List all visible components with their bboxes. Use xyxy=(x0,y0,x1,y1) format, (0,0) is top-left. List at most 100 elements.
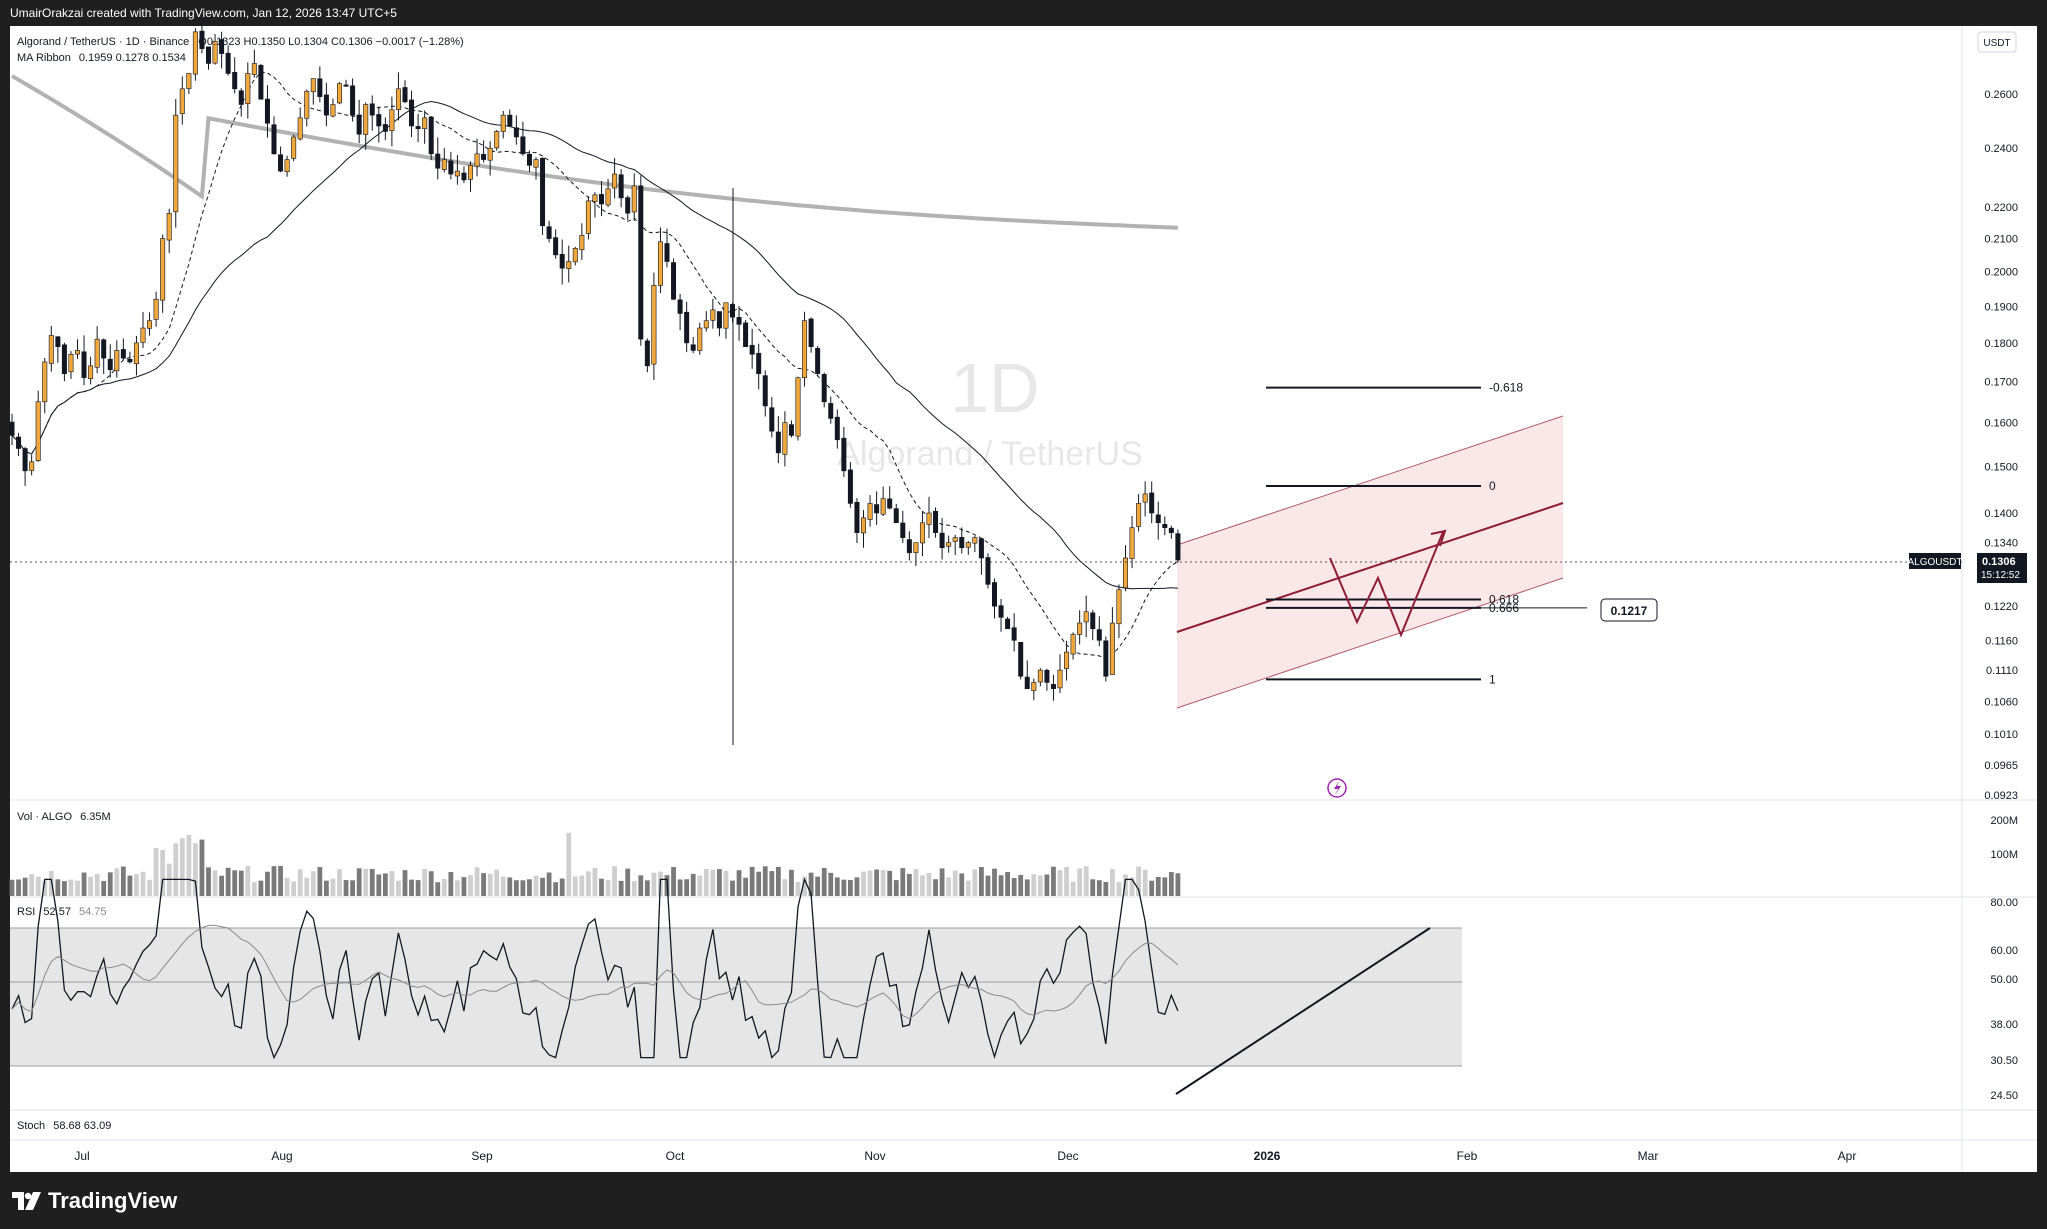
candle xyxy=(343,79,349,87)
candle xyxy=(657,227,663,293)
countdown-text: 15:12:52 xyxy=(1981,570,2020,581)
candle-body xyxy=(284,159,290,173)
volume-bar xyxy=(795,881,801,896)
candle xyxy=(847,462,853,508)
candle-body xyxy=(304,91,310,119)
volume-bar xyxy=(1116,881,1122,896)
candle-body xyxy=(841,437,847,472)
volume-bar xyxy=(396,880,401,896)
volume-bar xyxy=(186,834,192,896)
candle-body xyxy=(61,344,67,374)
candle-body xyxy=(991,582,997,607)
candle-body xyxy=(428,116,434,155)
volume-bar xyxy=(821,868,827,896)
svg-text:Algorand / TetherUS · 1D · Bin: Algorand / TetherUS · 1D · Binance O0.13… xyxy=(17,36,464,48)
volume-bar xyxy=(893,880,899,896)
volume-bar xyxy=(1149,880,1155,896)
candle xyxy=(710,298,716,329)
fib-label: 1 xyxy=(1489,672,1496,686)
volume-bar xyxy=(232,870,238,896)
candle-body xyxy=(114,350,120,372)
candle xyxy=(297,107,303,141)
candle-body xyxy=(769,407,775,432)
volume-bar xyxy=(271,866,277,896)
candle-body xyxy=(716,311,722,329)
volume-bar xyxy=(291,881,297,896)
candle xyxy=(651,272,657,380)
candle-body xyxy=(1090,612,1096,630)
tradingview-brand[interactable]: TradingView xyxy=(12,1188,177,1214)
candle-body xyxy=(356,114,362,135)
candle-body xyxy=(474,153,480,167)
candle-body xyxy=(133,342,139,365)
currency-badge[interactable] xyxy=(1977,31,2017,53)
candle xyxy=(1116,584,1122,638)
volume-bar xyxy=(540,877,545,896)
candle xyxy=(448,151,454,180)
candle-body xyxy=(245,73,251,104)
candle-body xyxy=(68,353,74,373)
candle xyxy=(893,503,899,524)
candle xyxy=(120,338,126,361)
candle-body xyxy=(657,241,663,286)
volume-bar xyxy=(520,880,526,896)
fib-label: 0 xyxy=(1489,479,1496,493)
volume-bar xyxy=(153,848,159,896)
candle xyxy=(199,18,205,54)
candle-body xyxy=(972,537,978,544)
volume-bar xyxy=(317,867,323,896)
candle xyxy=(81,335,87,386)
bottom-bar xyxy=(0,1172,2047,1229)
volume-bar xyxy=(147,879,152,896)
candle xyxy=(206,46,212,70)
candle-body xyxy=(1168,527,1174,533)
candle-body xyxy=(743,322,749,347)
volume-bar xyxy=(62,881,67,896)
candle xyxy=(330,98,336,118)
volume-bar xyxy=(382,873,388,896)
candle xyxy=(946,535,952,553)
time-tick: Aug xyxy=(271,1149,292,1163)
candle xyxy=(435,137,441,180)
candle-body xyxy=(29,461,35,471)
volume-bar xyxy=(16,879,21,896)
volume-bar xyxy=(1051,866,1056,896)
volume-bar xyxy=(160,849,166,896)
price-tick: 0.1010 xyxy=(1984,729,2018,741)
candle-body xyxy=(1142,493,1148,503)
price-axis[interactable]: USDT ALGOUSDT 0.1306 15:12:52 0.2600 0.24… xyxy=(1907,31,2027,802)
volume-bar xyxy=(572,876,578,896)
candle-body xyxy=(75,350,81,355)
candle-body xyxy=(965,542,971,548)
volume-bar xyxy=(985,875,991,896)
candle-body xyxy=(94,338,100,368)
candle-body xyxy=(664,243,670,262)
price-tick: 0.2200 xyxy=(1984,202,2018,214)
lightning-icon[interactable] xyxy=(1327,778,1347,798)
candle xyxy=(428,116,434,161)
candle xyxy=(389,96,395,147)
candle-body xyxy=(684,311,690,344)
candle xyxy=(1031,678,1037,701)
ribbon-values: 0.1959 0.1278 0.1534 xyxy=(79,52,186,64)
volume-bar xyxy=(756,871,762,896)
price-tick: 0.2400 xyxy=(1984,143,2018,155)
candle xyxy=(441,148,447,173)
time-axis[interactable]: Jul Aug Sep Oct Nov Dec 2026 Feb Mar Apr xyxy=(74,1149,1856,1163)
volume-bar xyxy=(1123,874,1128,896)
candle-body xyxy=(939,532,945,549)
volume-bar xyxy=(553,882,559,896)
candle-body xyxy=(926,512,932,525)
candle-body xyxy=(441,159,447,170)
candle-body xyxy=(507,114,513,127)
candle xyxy=(245,62,251,119)
candle xyxy=(978,538,984,575)
volume-bar xyxy=(1103,881,1109,896)
price-tick: 0.1160 xyxy=(1985,635,2018,647)
volume-bar xyxy=(841,879,847,896)
volume-bar xyxy=(1175,873,1181,896)
candle-body xyxy=(219,39,225,54)
candle-body xyxy=(317,78,323,97)
